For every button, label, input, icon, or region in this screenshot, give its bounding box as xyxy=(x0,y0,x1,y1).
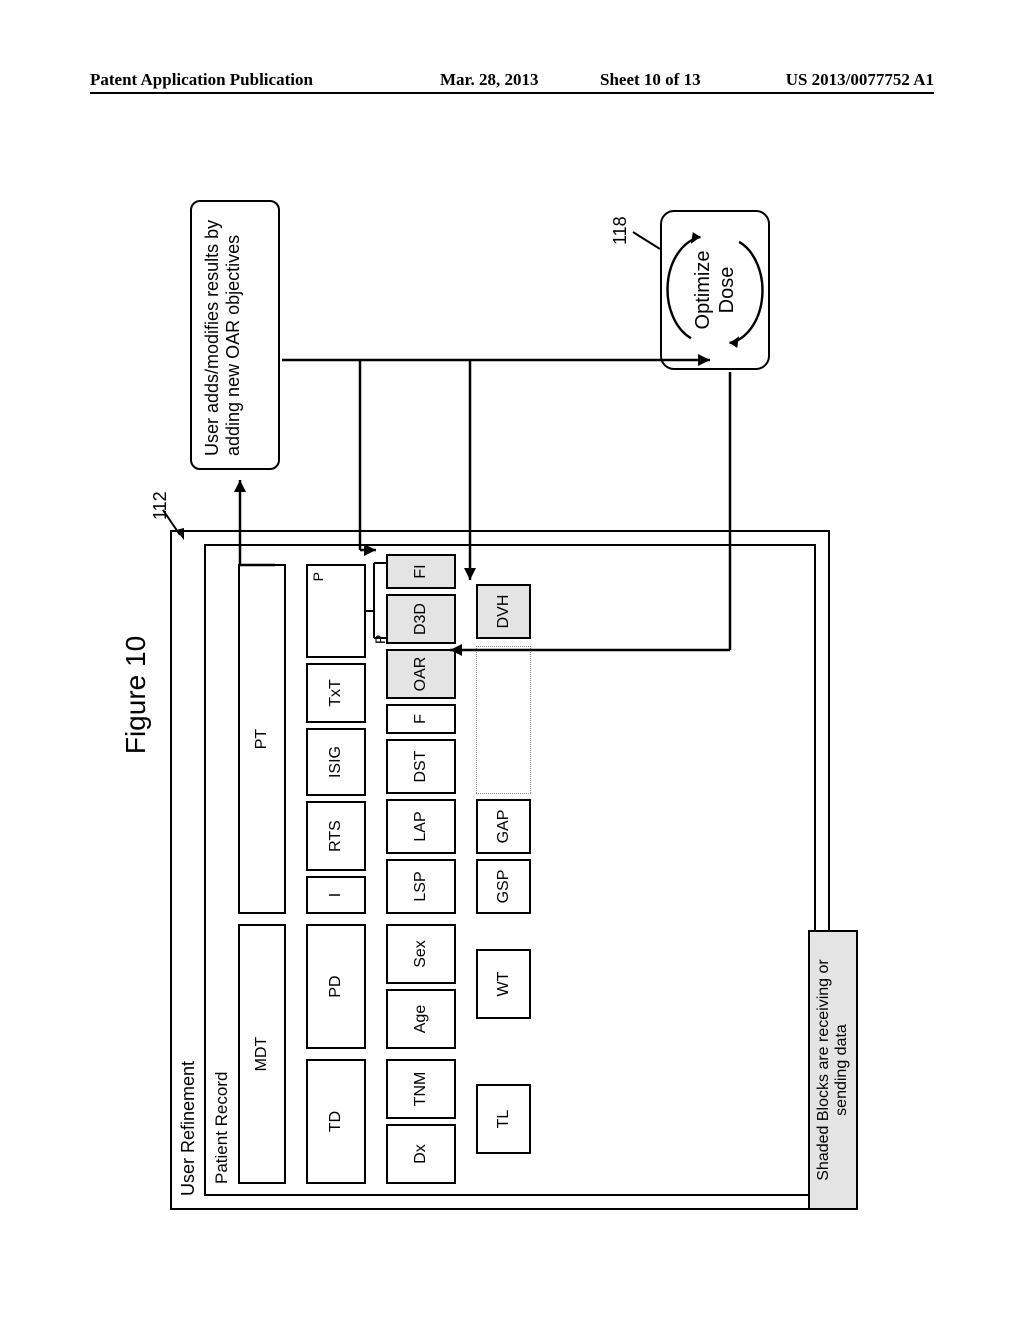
label-wt: WT xyxy=(495,972,513,997)
block-isig: ISIG xyxy=(306,728,366,796)
header-publication: Patent Application Publication xyxy=(90,70,313,90)
figure-wrap: Figure 10 112 User Refinement Patient Re… xyxy=(130,170,910,1220)
ref-118: 118 xyxy=(610,216,631,245)
label-td: TD xyxy=(327,1111,345,1132)
label-gsp: GSP xyxy=(495,870,513,904)
block-sex: Sex xyxy=(386,924,456,984)
ref-118-leader xyxy=(630,217,670,257)
block-mdt: MDT xyxy=(238,924,286,1184)
page-root: Patent Application Publication Mar. 28, … xyxy=(0,0,1024,1320)
legend-box: Shaded Blocks are receiving or sending d… xyxy=(808,930,858,1210)
label-i: I xyxy=(327,893,345,897)
user-refinement-title: User Refinement xyxy=(178,1061,199,1196)
block-tl: TL xyxy=(476,1084,531,1154)
header-pubnum: US 2013/0077752 A1 xyxy=(786,70,934,90)
figure-landscape: Figure 10 112 User Refinement Patient Re… xyxy=(130,170,910,1220)
block-lap: LAP xyxy=(386,799,456,854)
header-sheet: Sheet 10 of 13 xyxy=(600,70,701,90)
label-txt: TxT xyxy=(327,679,345,707)
block-gsp: GSP xyxy=(476,859,531,914)
figure-title: Figure 10 xyxy=(120,636,152,754)
label-isig: ISIG xyxy=(327,746,345,778)
block-dst: DST xyxy=(386,739,456,794)
label-dst: DST xyxy=(412,751,430,783)
label-age: Age xyxy=(412,1005,430,1033)
label-gap: GAP xyxy=(495,810,513,844)
block-tnm: TNM xyxy=(386,1059,456,1119)
label-lsp: LSP xyxy=(412,871,430,901)
header-rule xyxy=(90,92,934,94)
block-pd: PD xyxy=(306,924,366,1049)
block-dx: Dx xyxy=(386,1124,456,1184)
arrow-p-to-usermod xyxy=(225,460,285,660)
patient-record-title: Patient Record xyxy=(212,1072,232,1184)
block-rts: RTS xyxy=(306,801,366,871)
block-wt: WT xyxy=(476,949,531,1019)
block-lsp: LSP xyxy=(386,859,456,914)
arrow-optimize-to-oar xyxy=(430,340,790,690)
label-lap: LAP xyxy=(412,811,430,841)
block-td: TD xyxy=(306,1059,366,1184)
block-age: Age xyxy=(386,989,456,1049)
block-f: F xyxy=(386,704,456,734)
label-sex: Sex xyxy=(412,940,430,968)
user-modifies-text: User adds/modifies results by adding new… xyxy=(202,220,243,456)
block-i: I xyxy=(306,876,366,914)
label-tl: TL xyxy=(495,1110,513,1129)
label-f: F xyxy=(412,714,430,724)
legend-text: Shaded Blocks are receiving or sending d… xyxy=(815,932,852,1208)
label-mdt: MDT xyxy=(253,1037,271,1072)
block-gap: GAP xyxy=(476,799,531,854)
label-tnm: TNM xyxy=(412,1072,430,1107)
user-modifies-box: User adds/modifies results by adding new… xyxy=(190,200,280,470)
header-date: Mar. 28, 2013 xyxy=(440,70,539,90)
label-rts: RTS xyxy=(327,820,345,852)
label-dx: Dx xyxy=(412,1144,430,1164)
label-pd: PD xyxy=(327,975,345,997)
label-pt: PT xyxy=(253,729,271,749)
